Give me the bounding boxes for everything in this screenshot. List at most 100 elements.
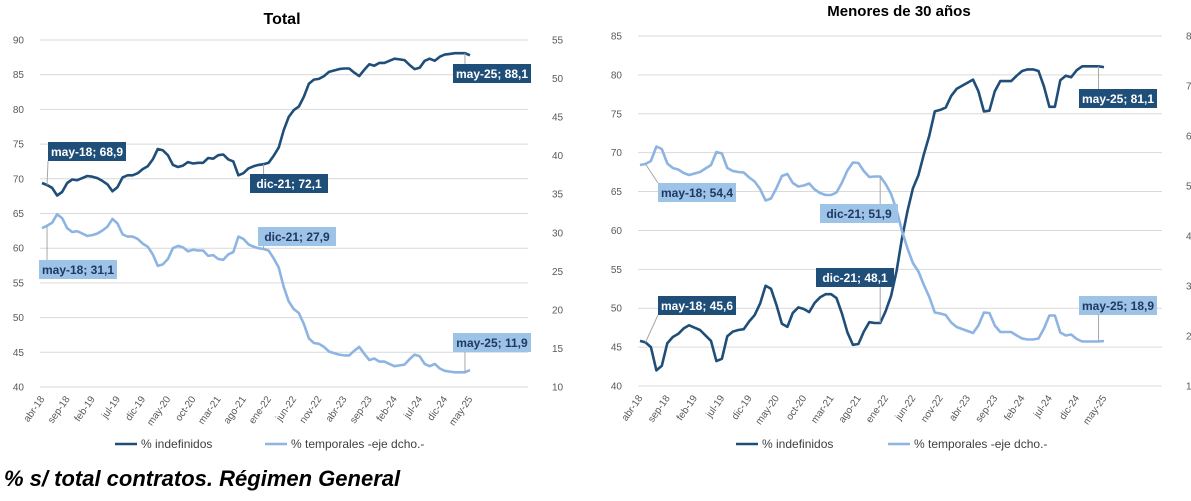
x-tick-label: jul-19 bbox=[99, 394, 123, 422]
y-right-tick-label: 15 bbox=[552, 344, 564, 355]
x-tick-label: dic-24 bbox=[1058, 393, 1083, 422]
annotation-box bbox=[453, 64, 531, 83]
x-tick-label: nov-22 bbox=[298, 394, 325, 426]
y-left-tick-label: 55 bbox=[13, 278, 25, 289]
footnote: % s/ total contratos. Régimen General bbox=[4, 466, 401, 491]
annotation-box bbox=[39, 260, 117, 279]
x-tick-label: ene-22 bbox=[247, 394, 274, 426]
y-left-tick-label: 85 bbox=[13, 70, 25, 81]
x-tick-label: oct-20 bbox=[174, 394, 199, 423]
y-right-tick-label: 25 bbox=[552, 267, 564, 278]
y-right-tick-label: 20 bbox=[552, 305, 564, 316]
data-label: dic-21; 27,9 bbox=[264, 230, 330, 244]
x-tick-label: ago-21 bbox=[837, 393, 864, 425]
x-tick-label: abr-18 bbox=[22, 394, 48, 424]
y-left-tick-label: 50 bbox=[611, 304, 623, 315]
y-left-tick-label: 85 bbox=[611, 32, 623, 43]
y-left-tick-label: 40 bbox=[611, 382, 623, 393]
legend-label-indefinidos: % indefinidos bbox=[141, 437, 212, 451]
x-tick-label: sep-23 bbox=[974, 393, 1001, 425]
annotation-box bbox=[1079, 296, 1157, 315]
y-left-tick-label: 80 bbox=[13, 105, 25, 116]
series-line-indefinidos bbox=[639, 65, 1105, 372]
y-left-tick-label: 55 bbox=[611, 265, 623, 276]
x-tick-label: feb-24 bbox=[375, 394, 401, 424]
x-tick-label: sep-23 bbox=[348, 394, 375, 426]
annotation-box bbox=[258, 227, 336, 246]
x-tick-label: may-25 bbox=[447, 394, 475, 428]
y-left-tick-label: 40 bbox=[13, 383, 25, 394]
chart-total: Total 40 45 50 55 60 65 70 75 80 85 90 10 15 20 25 30 35 4… bbox=[13, 11, 564, 451]
legend-label-temporales: % temporales -eje dcho.- bbox=[291, 437, 424, 451]
x-tick-label: feb-24 bbox=[1002, 393, 1028, 423]
y-left-tick-label: 75 bbox=[13, 140, 25, 151]
x-tick-label: jun-22 bbox=[274, 394, 300, 424]
y-right-tick-label: 35 bbox=[552, 190, 564, 201]
annotation-box bbox=[658, 296, 736, 315]
x-tick-label: ago-21 bbox=[222, 394, 249, 426]
x-tick-label: ene-22 bbox=[864, 393, 891, 425]
y-left-tick-label: 50 bbox=[13, 313, 25, 324]
y-right-tick-label: 30 bbox=[552, 228, 564, 239]
x-tick-label: dic-24 bbox=[426, 394, 451, 423]
y-left-tick-label: 45 bbox=[611, 343, 623, 354]
data-label: dic-21; 72,1 bbox=[256, 177, 322, 191]
data-label: may-25; 18,9 bbox=[1082, 299, 1154, 313]
y-right-tick-label: 40 bbox=[552, 151, 564, 162]
data-label: dic-21; 48,1 bbox=[822, 271, 888, 285]
x-tick-label: sep-18 bbox=[646, 393, 673, 425]
x-tick-label: abr-23 bbox=[324, 394, 350, 424]
y-right-tick-label: 55 bbox=[552, 36, 564, 47]
series-line-temporales bbox=[41, 213, 471, 374]
y-right-tick-label: 50 bbox=[552, 74, 564, 85]
x-tick-label: nov-22 bbox=[919, 393, 946, 425]
y-left-tick-label: 70 bbox=[611, 148, 623, 159]
annotation-box bbox=[820, 204, 898, 223]
data-label: may-18; 31,1 bbox=[42, 263, 114, 277]
y-left-tick-label: 60 bbox=[13, 244, 25, 255]
data-label: may-18; 54,4 bbox=[661, 186, 733, 200]
x-tick-label: abr-18 bbox=[620, 393, 646, 423]
annotation-box bbox=[816, 268, 894, 287]
y-right-tick-label: 10 bbox=[552, 383, 564, 394]
y-right-tick-label: 50 bbox=[1186, 182, 1191, 193]
x-tick-label: jun-22 bbox=[893, 393, 919, 423]
y-left-tick-label: 75 bbox=[611, 109, 623, 120]
y-right-tick-label: 10 bbox=[1186, 382, 1191, 393]
x-tick-label: dic-19 bbox=[730, 393, 755, 422]
x-tick-label: abr-23 bbox=[947, 393, 973, 423]
y-left-tick-label: 70 bbox=[13, 174, 25, 185]
y-left-tick-label: 65 bbox=[611, 187, 623, 198]
x-tick-label: jul-19 bbox=[704, 393, 728, 421]
annotation-leader bbox=[645, 314, 659, 343]
x-tick-label: mar-21 bbox=[197, 394, 224, 427]
x-tick-label: jul-24 bbox=[401, 394, 425, 422]
y-right-tick-label: 70 bbox=[1186, 82, 1191, 93]
legend-label-temporales: % temporales -eje dcho.- bbox=[914, 437, 1047, 451]
x-tick-label: may-20 bbox=[754, 393, 782, 427]
chart-title: Total bbox=[263, 11, 300, 28]
x-tick-label: jul-24 bbox=[1031, 393, 1055, 421]
series-line-indefinidos bbox=[41, 51, 471, 197]
y-right-tick-label: 20 bbox=[1186, 332, 1191, 343]
y-left-tick-label: 80 bbox=[611, 70, 623, 81]
series-line-temporales bbox=[639, 145, 1105, 343]
annotation-box bbox=[1079, 89, 1157, 108]
chart-menores-30: Menores de 30 años 40 45 50 55 60 65 70 75 80 85 10… bbox=[611, 3, 1191, 451]
data-label: may-18; 45,6 bbox=[661, 299, 733, 313]
y-left-tick-label: 60 bbox=[611, 226, 623, 237]
x-tick-label: mar-21 bbox=[809, 393, 836, 426]
annotation-leader bbox=[46, 160, 49, 186]
x-tick-label: may-25 bbox=[1081, 393, 1109, 427]
y-right-tick-label: 80 bbox=[1186, 32, 1191, 43]
x-tick-label: feb-19 bbox=[73, 394, 99, 424]
data-label: may-25; 88,1 bbox=[456, 67, 528, 81]
chart-title: Menores de 30 años bbox=[827, 3, 970, 20]
x-tick-label: feb-19 bbox=[675, 393, 701, 423]
y-left-tick-label: 90 bbox=[13, 36, 25, 47]
annotation-box bbox=[453, 333, 531, 352]
y-left-tick-label: 65 bbox=[13, 209, 25, 220]
data-label: may-18; 68,9 bbox=[51, 145, 123, 159]
x-tick-label: dic-19 bbox=[124, 394, 149, 423]
annotation-box bbox=[658, 183, 736, 202]
